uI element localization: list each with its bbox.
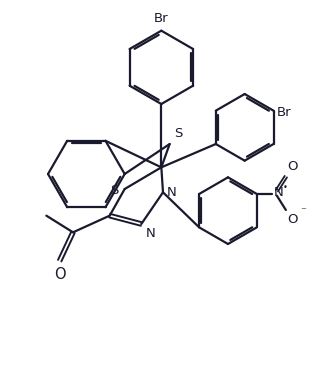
Text: •: •: [283, 184, 287, 192]
Text: S: S: [110, 184, 119, 197]
Text: S: S: [174, 127, 182, 140]
Text: O: O: [54, 267, 66, 282]
Text: O: O: [288, 160, 298, 173]
Text: Br: Br: [277, 106, 291, 119]
Text: N: N: [274, 186, 283, 199]
Text: ⁻: ⁻: [300, 207, 306, 217]
Text: N: N: [145, 227, 155, 240]
Text: N: N: [167, 186, 177, 199]
Text: Br: Br: [154, 12, 169, 25]
Text: O: O: [288, 213, 298, 226]
